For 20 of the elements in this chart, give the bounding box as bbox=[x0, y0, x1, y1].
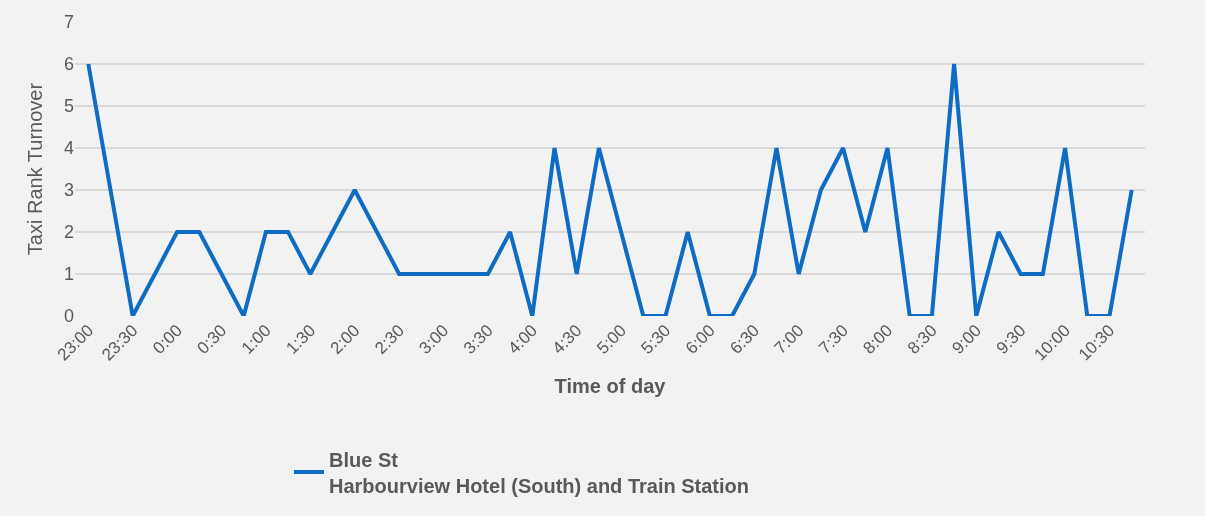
x-tick-label: 4:30 bbox=[548, 320, 586, 358]
x-axis-title: Time of day bbox=[554, 374, 667, 397]
x-tick-label: 6:00 bbox=[681, 320, 719, 358]
x-tick-label: 4:00 bbox=[504, 320, 542, 358]
line-series bbox=[86, 62, 1134, 316]
y-tick-label: 6 bbox=[63, 54, 74, 75]
x-tick-label: 0:30 bbox=[193, 320, 231, 358]
y-tick-label: 7 bbox=[63, 12, 74, 33]
y-tick-label: 2 bbox=[63, 222, 74, 243]
x-tick-label: 7:30 bbox=[815, 320, 852, 358]
y-tick-label: 3 bbox=[63, 180, 74, 201]
x-tick-label: 7:00 bbox=[770, 320, 808, 358]
y-tick-label: 5 bbox=[63, 96, 74, 117]
y-tick-label: 4 bbox=[63, 138, 74, 159]
y-axis-title: Taxi Rank Turnover bbox=[24, 82, 47, 256]
y-tick-label: 1 bbox=[63, 264, 74, 285]
y-tick-label: 0 bbox=[63, 306, 74, 327]
x-tick-label: 0:00 bbox=[149, 320, 186, 358]
x-tick-label: 6:30 bbox=[726, 320, 764, 358]
legend-label: Blue St Harbourview Hotel (South) and Train Station bbox=[329, 448, 750, 497]
